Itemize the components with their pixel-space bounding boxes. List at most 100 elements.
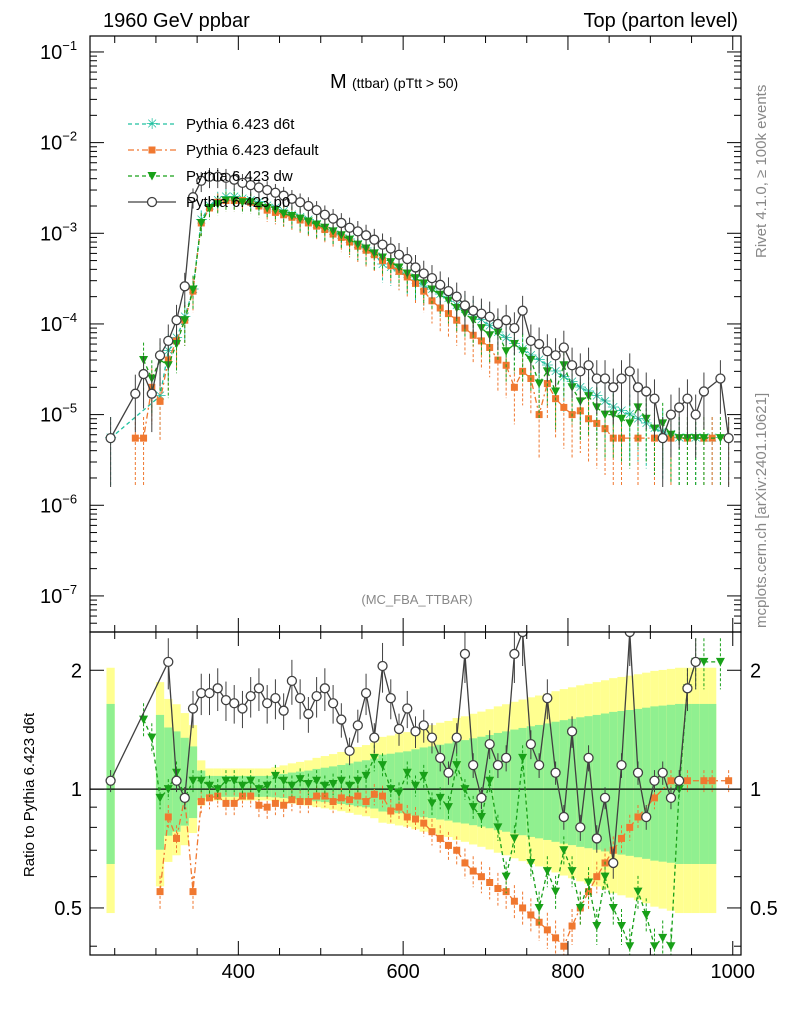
band-green (642, 707, 651, 859)
ratio-point-default (486, 878, 494, 886)
ratio-y-tick-label-right: 1 (750, 779, 761, 801)
analysis-annotation: (MC_FBA_TTBAR) (361, 592, 472, 607)
data-point-p0 (492, 318, 504, 330)
data-point-p0 (451, 291, 462, 302)
ratio-point-default (173, 834, 181, 842)
band-green (502, 731, 511, 832)
legend-marker-dw (147, 172, 157, 181)
ratio-point-dw (617, 922, 627, 931)
ratio-point-p0 (303, 708, 314, 720)
ratio-point-p0 (171, 775, 182, 786)
data-point-p0 (163, 335, 174, 347)
ratio-point-dw (402, 768, 412, 778)
data-point-p0 (352, 226, 363, 237)
data-point-p0 (517, 305, 528, 316)
data-point-dw (221, 196, 231, 205)
ratio-point-dw (353, 776, 363, 786)
ratio-point-default (230, 799, 238, 807)
ratio-point-default (477, 873, 485, 881)
ratio-point-p0 (550, 767, 561, 778)
ratio-point-p0 (253, 683, 265, 694)
band-green (617, 710, 626, 855)
ratio-point-dw (666, 942, 676, 951)
data-point-default (560, 403, 568, 411)
ratio-point-dw (600, 872, 610, 882)
ratio-point-dw (476, 812, 486, 822)
ratio-point-dw (295, 775, 305, 784)
band-green (370, 758, 379, 809)
ratio-point-p0 (690, 656, 701, 668)
ratio-point-dw (468, 803, 478, 812)
data-point-dw (715, 434, 725, 443)
ratio-point-dw (155, 793, 165, 803)
data-point-p0 (303, 200, 314, 212)
ratio-point-dw (287, 781, 297, 791)
ratio-point-dw (270, 771, 280, 781)
data-point-dw (180, 316, 190, 325)
ratio-point-default (197, 798, 205, 806)
ratio-point-default (444, 841, 452, 849)
band-green (493, 732, 503, 831)
ratio-point-default (395, 803, 403, 811)
ratio-point-default (519, 904, 527, 912)
data-point-p0 (435, 279, 446, 290)
mcplots-label: mcplots.cern.ch [arXiv:2401.10621] (753, 393, 770, 628)
ratio-series-group (90, 632, 741, 955)
ratio-point-dw (147, 733, 157, 743)
data-point-p0 (360, 230, 372, 241)
data-point-dw (287, 212, 297, 221)
ratio-point-p0 (608, 857, 619, 869)
y-tick-label: 10−3 (40, 219, 77, 245)
ratio-point-p0 (286, 675, 298, 687)
ratio-point-dw (320, 781, 330, 791)
ratio-point-dw (575, 903, 585, 913)
ratio-point-p0 (385, 692, 396, 704)
ratio-point-default (379, 792, 387, 800)
data-point-dw (237, 198, 247, 207)
data-point-default (486, 343, 494, 351)
ratio-point-p0 (319, 683, 331, 694)
data-point-default (535, 411, 543, 419)
data-point-p0 (138, 368, 149, 380)
ratio-point-dw (229, 776, 239, 786)
data-point-p0 (146, 388, 157, 399)
ratio-point-p0 (377, 660, 388, 672)
ratio-point-default (255, 801, 263, 809)
ratio-point-dw (658, 933, 668, 943)
band-green (378, 754, 387, 812)
y-tick-label: 10−1 (40, 38, 77, 64)
data-point-p0 (641, 386, 652, 397)
ratio-point-dw (303, 780, 313, 789)
ratio-point-default (271, 799, 279, 807)
data-point-p0 (426, 272, 438, 284)
ratio-point-default (304, 798, 312, 806)
ratio-point-default (700, 777, 708, 785)
ratio-point-default (313, 792, 321, 800)
ratio-point-dw (501, 872, 511, 882)
data-point-p0 (558, 342, 569, 353)
ratio-point-dw (361, 771, 371, 781)
data-point-p0 (575, 366, 586, 377)
band-green (180, 737, 189, 826)
data-point-p0 (377, 239, 388, 250)
ratio-point-dw (386, 785, 396, 794)
x-tick-label: 600 (386, 961, 419, 983)
data-point-dw (279, 209, 289, 219)
series-line-dw (142, 199, 721, 439)
data-point-p0 (402, 253, 413, 265)
ratio-point-dw (567, 867, 577, 876)
ratio-point-default (683, 777, 691, 785)
ratio-point-p0 (245, 690, 256, 702)
ratio-y-tick-label: 2 (71, 660, 82, 682)
data-point-default (609, 434, 617, 442)
ratio-point-p0 (566, 726, 578, 737)
ratio-point-default (568, 922, 576, 930)
ratio-point-default (593, 873, 601, 881)
data-point-p0 (509, 322, 520, 334)
ratio-point-default (164, 813, 172, 821)
y-tick-label: 10−4 (40, 310, 77, 336)
data-point-p0 (344, 222, 355, 233)
ratio-point-dw (534, 903, 544, 913)
ratio-point-p0 (599, 792, 611, 804)
ratio-point-p0 (278, 705, 289, 716)
